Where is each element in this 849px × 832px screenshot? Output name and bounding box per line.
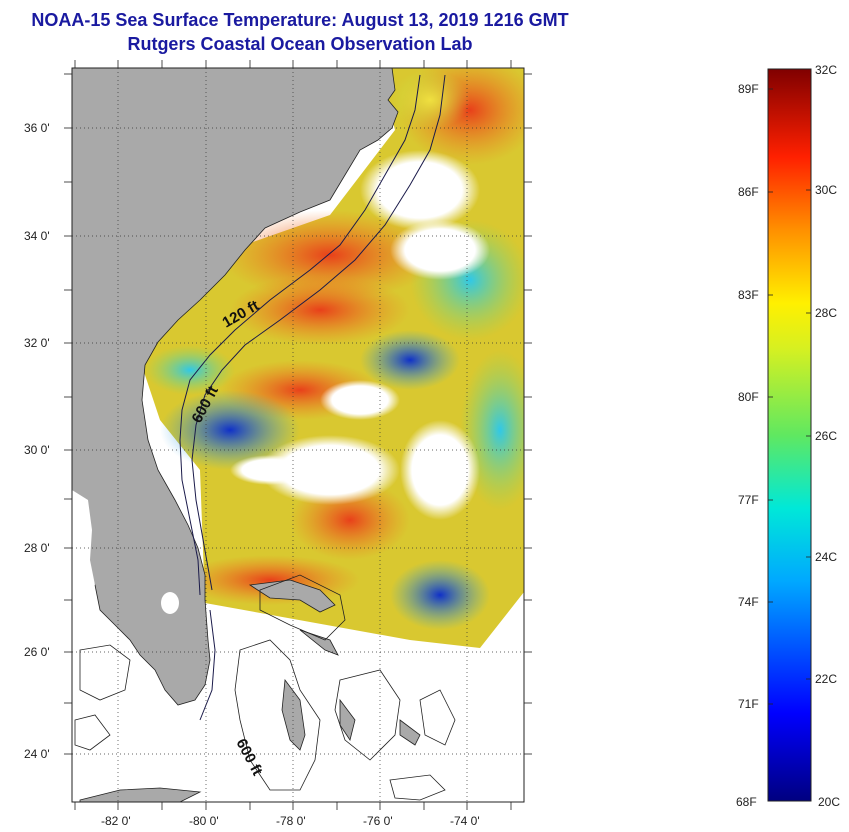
graticule: [72, 68, 524, 802]
lat-label-26: 26 0': [24, 645, 50, 659]
lat-label-30: 30 0': [24, 443, 50, 457]
lon-label-82: -82 0': [101, 814, 131, 828]
lat-label-24: 24 0': [24, 747, 50, 761]
map-title: NOAA-15 Sea Surface Temperature: August …: [31, 10, 569, 30]
bahamas-islands: [79, 579, 421, 802]
lon-label-80: -80 0': [189, 814, 219, 828]
lon-label-78: -78 0': [276, 814, 306, 828]
lat-label-32: 32 0': [24, 336, 50, 350]
lat-label-36: 36 0': [24, 121, 50, 135]
lake-okeechobee: [161, 592, 179, 614]
lon-label-74: -74 0': [450, 814, 480, 828]
bank-contours: [74, 574, 456, 801]
map-subtitle: Rutgers Coastal Ocean Observation Lab: [127, 34, 473, 54]
map-frame: [71, 67, 525, 803]
land-us-coast: [72, 68, 399, 706]
lat-label-34: 34 0': [24, 229, 50, 243]
lat-label-28: 28 0': [24, 541, 50, 555]
axis-ticks: [64, 60, 532, 810]
lon-label-76: -76 0': [363, 814, 393, 828]
